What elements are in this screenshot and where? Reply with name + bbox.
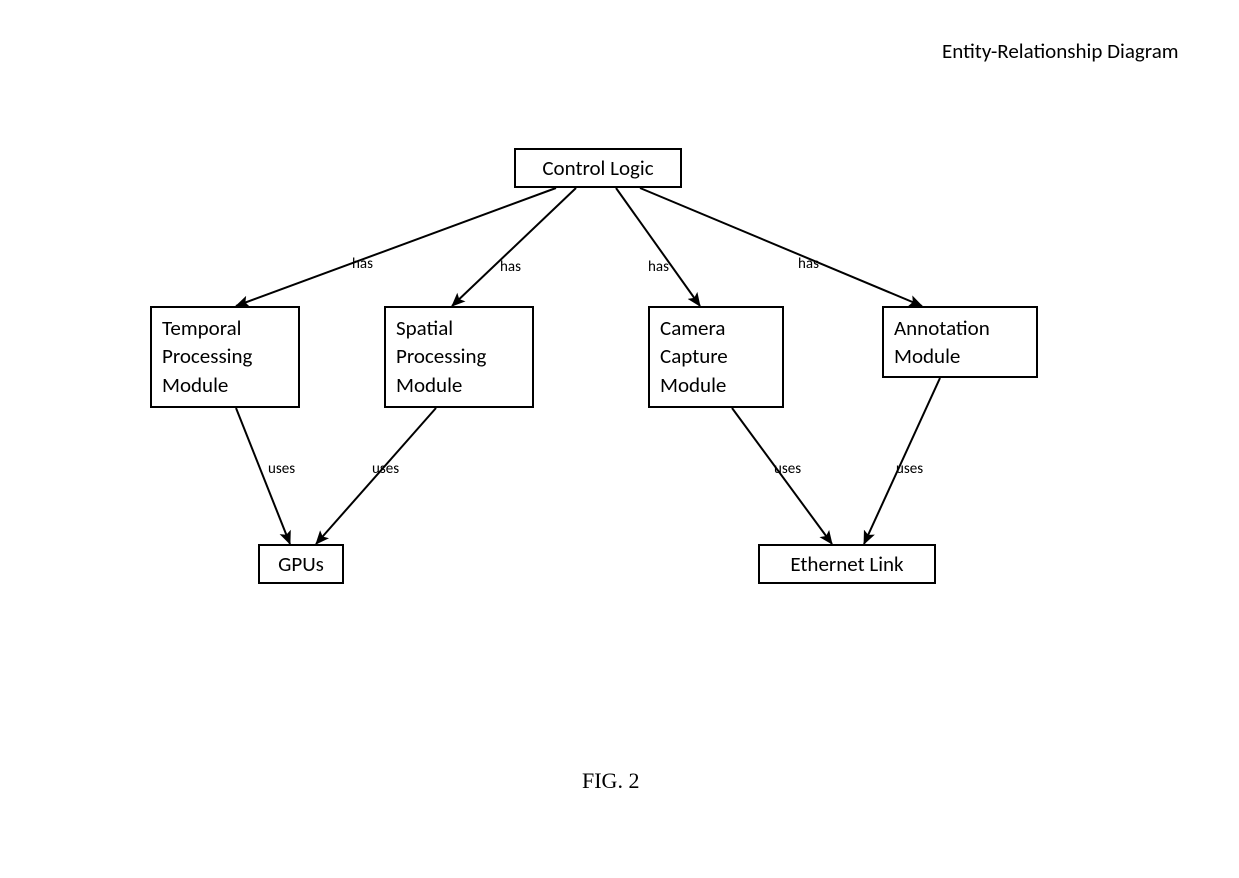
figure-caption: FIG. 2 (582, 768, 639, 794)
node-label: Annotation Module (894, 314, 990, 371)
node-ethernet-link: Ethernet Link (758, 544, 936, 584)
edge-line (616, 188, 700, 306)
edge-label: uses (268, 460, 295, 478)
edge-label: has (798, 255, 819, 273)
node-label: Ethernet Link (790, 550, 903, 578)
edge-label: has (352, 255, 373, 273)
node-label: Camera Capture Module (660, 314, 728, 399)
node-camera-capture-module: Camera Capture Module (648, 306, 784, 408)
page-title: Entity-Relationship Diagram (942, 38, 1179, 64)
node-control-logic: Control Logic (514, 148, 682, 188)
node-label: Spatial Processing Module (396, 314, 486, 399)
edge-label: uses (896, 460, 923, 478)
node-label: Control Logic (542, 154, 653, 182)
edge-label: has (500, 258, 521, 276)
edge-line (640, 188, 922, 306)
node-annotation-module: Annotation Module (882, 306, 1038, 378)
diagram-edges (0, 0, 1239, 878)
node-temporal-processing-module: Temporal Processing Module (150, 306, 300, 408)
node-label: GPUs (278, 550, 324, 578)
node-label: Temporal Processing Module (162, 314, 252, 399)
edge-label: has (648, 258, 669, 276)
edge-line (236, 188, 556, 306)
edge-label: uses (774, 460, 801, 478)
edge-line (452, 188, 576, 306)
node-spatial-processing-module: Spatial Processing Module (384, 306, 534, 408)
edge-label: uses (372, 460, 399, 478)
node-gpus: GPUs (258, 544, 344, 584)
